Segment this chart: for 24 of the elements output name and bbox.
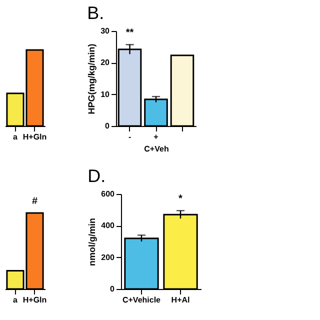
y-tick-label: 20 bbox=[100, 58, 110, 68]
chart-title: D. bbox=[88, 166, 106, 186]
y-tick-label: 0 bbox=[110, 284, 116, 294]
y-axis-title: nmol/g/min bbox=[87, 218, 98, 266]
annotation: * bbox=[178, 194, 183, 205]
y-tick-label: 10 bbox=[100, 90, 110, 99]
y-tick-label: 400 bbox=[101, 221, 116, 230]
x-tick-label: + bbox=[154, 132, 159, 142]
x-axis-title: C+Veh bbox=[144, 144, 169, 154]
x-tick-label: H+Gln bbox=[22, 132, 47, 142]
y-tick-label: 30 bbox=[100, 26, 110, 36]
x-tick-label: H+Gln bbox=[22, 296, 47, 304]
x-tick-label: C+Vehicle bbox=[122, 296, 162, 304]
x-tick-label: a bbox=[13, 296, 18, 304]
chart-title: B. bbox=[87, 3, 104, 23]
x-tick-label: H+Al bbox=[171, 296, 190, 304]
y-tick-label: 0 bbox=[105, 122, 110, 130]
x-tick-label: - bbox=[128, 132, 132, 142]
y-axis-title: HPG(mg/kg/min) bbox=[86, 44, 97, 114]
x-tick-label: a bbox=[13, 132, 18, 142]
annotation: ** bbox=[126, 28, 134, 39]
y-tick-label: 600 bbox=[101, 190, 116, 198]
y-tick-label: 200 bbox=[101, 252, 116, 262]
text: # bbox=[32, 196, 38, 207]
